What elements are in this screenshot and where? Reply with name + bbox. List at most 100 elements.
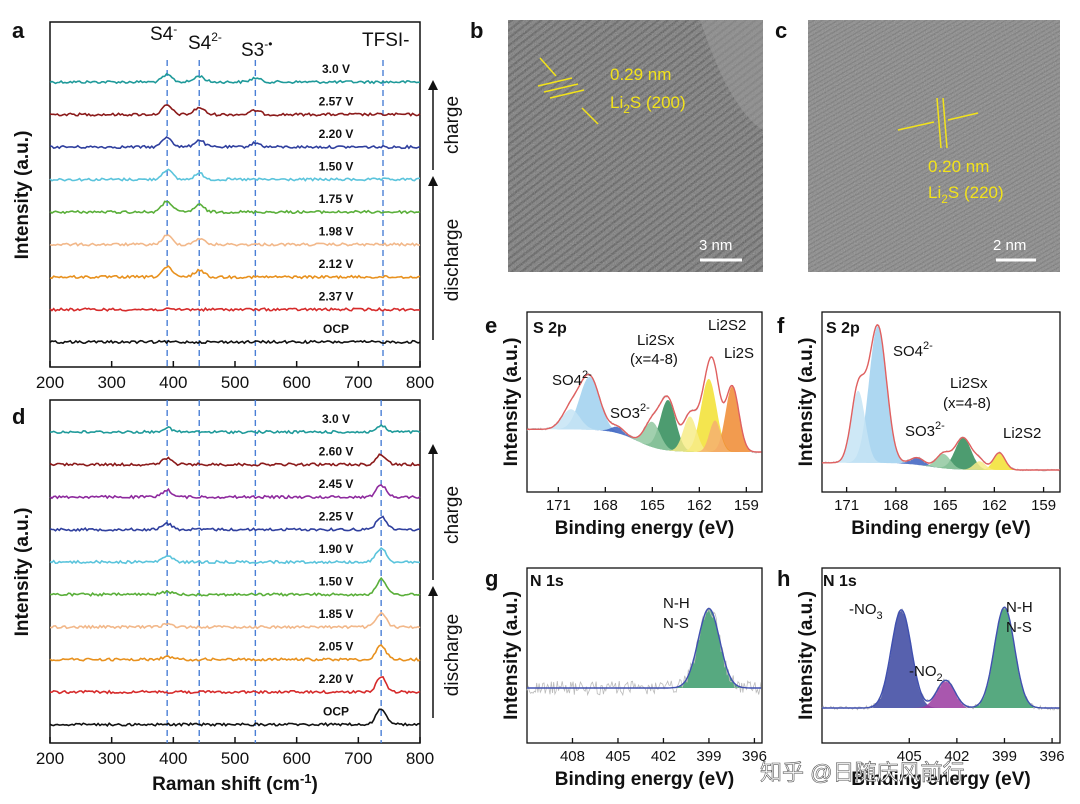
x-tick-label: 168 (883, 497, 908, 514)
spectrum-line-1_50V (49, 168, 421, 182)
x-tick-label: 800 (406, 373, 434, 392)
tem-b-phase: Li2S (200) (610, 93, 686, 116)
xps-component-0 (655, 608, 762, 688)
x-tick-label: 162 (687, 497, 712, 514)
charge-label-a: charge (442, 96, 463, 154)
xps-f-li2s2: Li2S2 (1003, 425, 1041, 442)
xps-component-2 (882, 457, 952, 469)
xps-h-nh: N-H (1006, 599, 1033, 616)
species-label-s42: S42- (188, 30, 222, 54)
xps-envelope (527, 356, 762, 453)
xps-component-3 (629, 400, 707, 452)
xps-g-nh: N-H (663, 595, 690, 612)
y-axis-title: Intensity (a.u.) (796, 591, 817, 720)
spectrum-line-2_12V (49, 265, 421, 280)
y-axis-title: Intensity (a.u.) (796, 338, 817, 467)
spectrum-line-1_85V (49, 611, 421, 630)
xps-envelope (527, 607, 762, 689)
panel-d-raman: 3.0 V 2.60 V 2.45 V 2.25 V 1.90 V 1.50 V 1.85 … (12, 399, 463, 795)
voltage-label: 3.0 V (322, 412, 350, 426)
x-tick-label: 405 (897, 748, 922, 765)
voltage-label: 2.20 V (319, 672, 354, 686)
voltage-label: 1.50 V (319, 160, 354, 174)
x-tick-label: 600 (282, 373, 310, 392)
xps-e-li2sx-range: (x=4-8) (630, 351, 678, 368)
xps-h-ns: N-S (1006, 619, 1032, 636)
xps-envelope (822, 323, 1060, 471)
xps-component-1 (527, 409, 615, 433)
scale-label-b: 3 nm (699, 237, 732, 254)
xps-component-0 (540, 376, 639, 442)
xps-component-4 (909, 453, 978, 470)
species-label-s3: S3-• (241, 37, 272, 61)
voltage-label: 1.50 V (319, 575, 354, 589)
xps-component-5 (970, 452, 1028, 470)
spectrum-line-1_90V (49, 547, 420, 565)
voltage-label: 3.0 V (322, 62, 350, 76)
voltage-label: OCP (323, 705, 349, 719)
voltage-label: 2.25 V (319, 510, 354, 524)
xps-component-7 (699, 386, 766, 452)
tem-c-spacing: 0.20 nm (928, 157, 989, 176)
voltage-label: 2.05 V (319, 640, 354, 654)
xps-component-5 (670, 378, 748, 452)
x-axis-title: Binding energy (eV) (851, 518, 1030, 539)
xps-f-li2sx-range: (x=4-8) (943, 395, 991, 412)
xps-component-0 (834, 326, 921, 466)
spectrum-line-2_20V (49, 136, 421, 150)
x-tick-label: 700 (344, 373, 372, 392)
x-tick-label: 200 (36, 373, 64, 392)
spectrum-line-OCP (49, 339, 421, 345)
y-axis-title-a: Intensity (a.u.) (12, 131, 33, 260)
xps-envelope (822, 606, 1060, 709)
x-tick-label: 168 (593, 497, 618, 514)
watermark: 知乎 @日随庆风前行 (760, 760, 964, 785)
spectrum-line-OCP (49, 708, 421, 727)
x-tick-label: 700 (344, 749, 372, 768)
spectrum-line-2_05V (49, 644, 421, 662)
panel-letter-f: f (777, 313, 785, 338)
x-tick-label: 200 (36, 749, 64, 768)
xps-frame (821, 567, 1061, 744)
panel-letter-h: h (777, 566, 790, 591)
xps-frame (526, 567, 763, 744)
spectrum-line-3_0V (49, 423, 421, 435)
tem-b-spacing: 0.29 nm (610, 65, 671, 84)
discharge-arrowhead-d (428, 586, 438, 596)
xps-e-li2s: Li2S (724, 345, 754, 362)
spectrum-line-2_60V (49, 453, 421, 467)
xps-e-li2s2: Li2S2 (708, 317, 746, 334)
xps-component-2 (585, 426, 651, 447)
x-tick-label: 396 (1040, 748, 1065, 765)
xps-component-6 (950, 461, 1009, 470)
charge-arrowhead-a (428, 80, 438, 90)
voltage-label: 2.12 V (319, 257, 354, 271)
x-tick-label: 300 (97, 749, 125, 768)
x-axis-title: Binding energy (eV) (555, 769, 734, 790)
xps-f-so4: SO42- (893, 340, 933, 360)
panel-a-raman: 3.0 V 2.57 V 2.20 V 1.50 V 1.75 V 1.98 V 2.12 … (12, 21, 463, 392)
panel-a-frame (49, 21, 421, 368)
spectrum-line-2_25V (49, 515, 420, 532)
discharge-arrowhead-a (428, 176, 438, 186)
panel-h-xps-n1s: 405 402 399 396 Binding energy (eV) Intensity… (796, 567, 1065, 790)
x-tick-label: 165 (640, 497, 665, 514)
voltage-label: 2.45 V (319, 477, 354, 491)
xps-f-so3: SO32- (905, 420, 945, 440)
panel-letter-e: e (485, 313, 497, 338)
xps-h-no2: -NO2 (909, 663, 943, 684)
spectrum-line-2_57V (49, 104, 421, 117)
charge-label-d: charge (442, 486, 463, 544)
panel-letter-g: g (485, 566, 498, 591)
panel-g-xps-n1s: 408 405 402 399 396 Binding energy (eV) Intens… (501, 567, 767, 790)
voltage-label: OCP (323, 322, 349, 336)
x-tick-label: 171 (546, 497, 571, 514)
x-tick-label: 408 (560, 748, 585, 765)
xps-component-3 (922, 437, 1004, 470)
tem-image-c: 0.20 nm Li2S (220) 2 nm (808, 20, 1060, 272)
x-tick-label: 405 (605, 748, 630, 765)
panel-letter-a: a (12, 18, 25, 43)
